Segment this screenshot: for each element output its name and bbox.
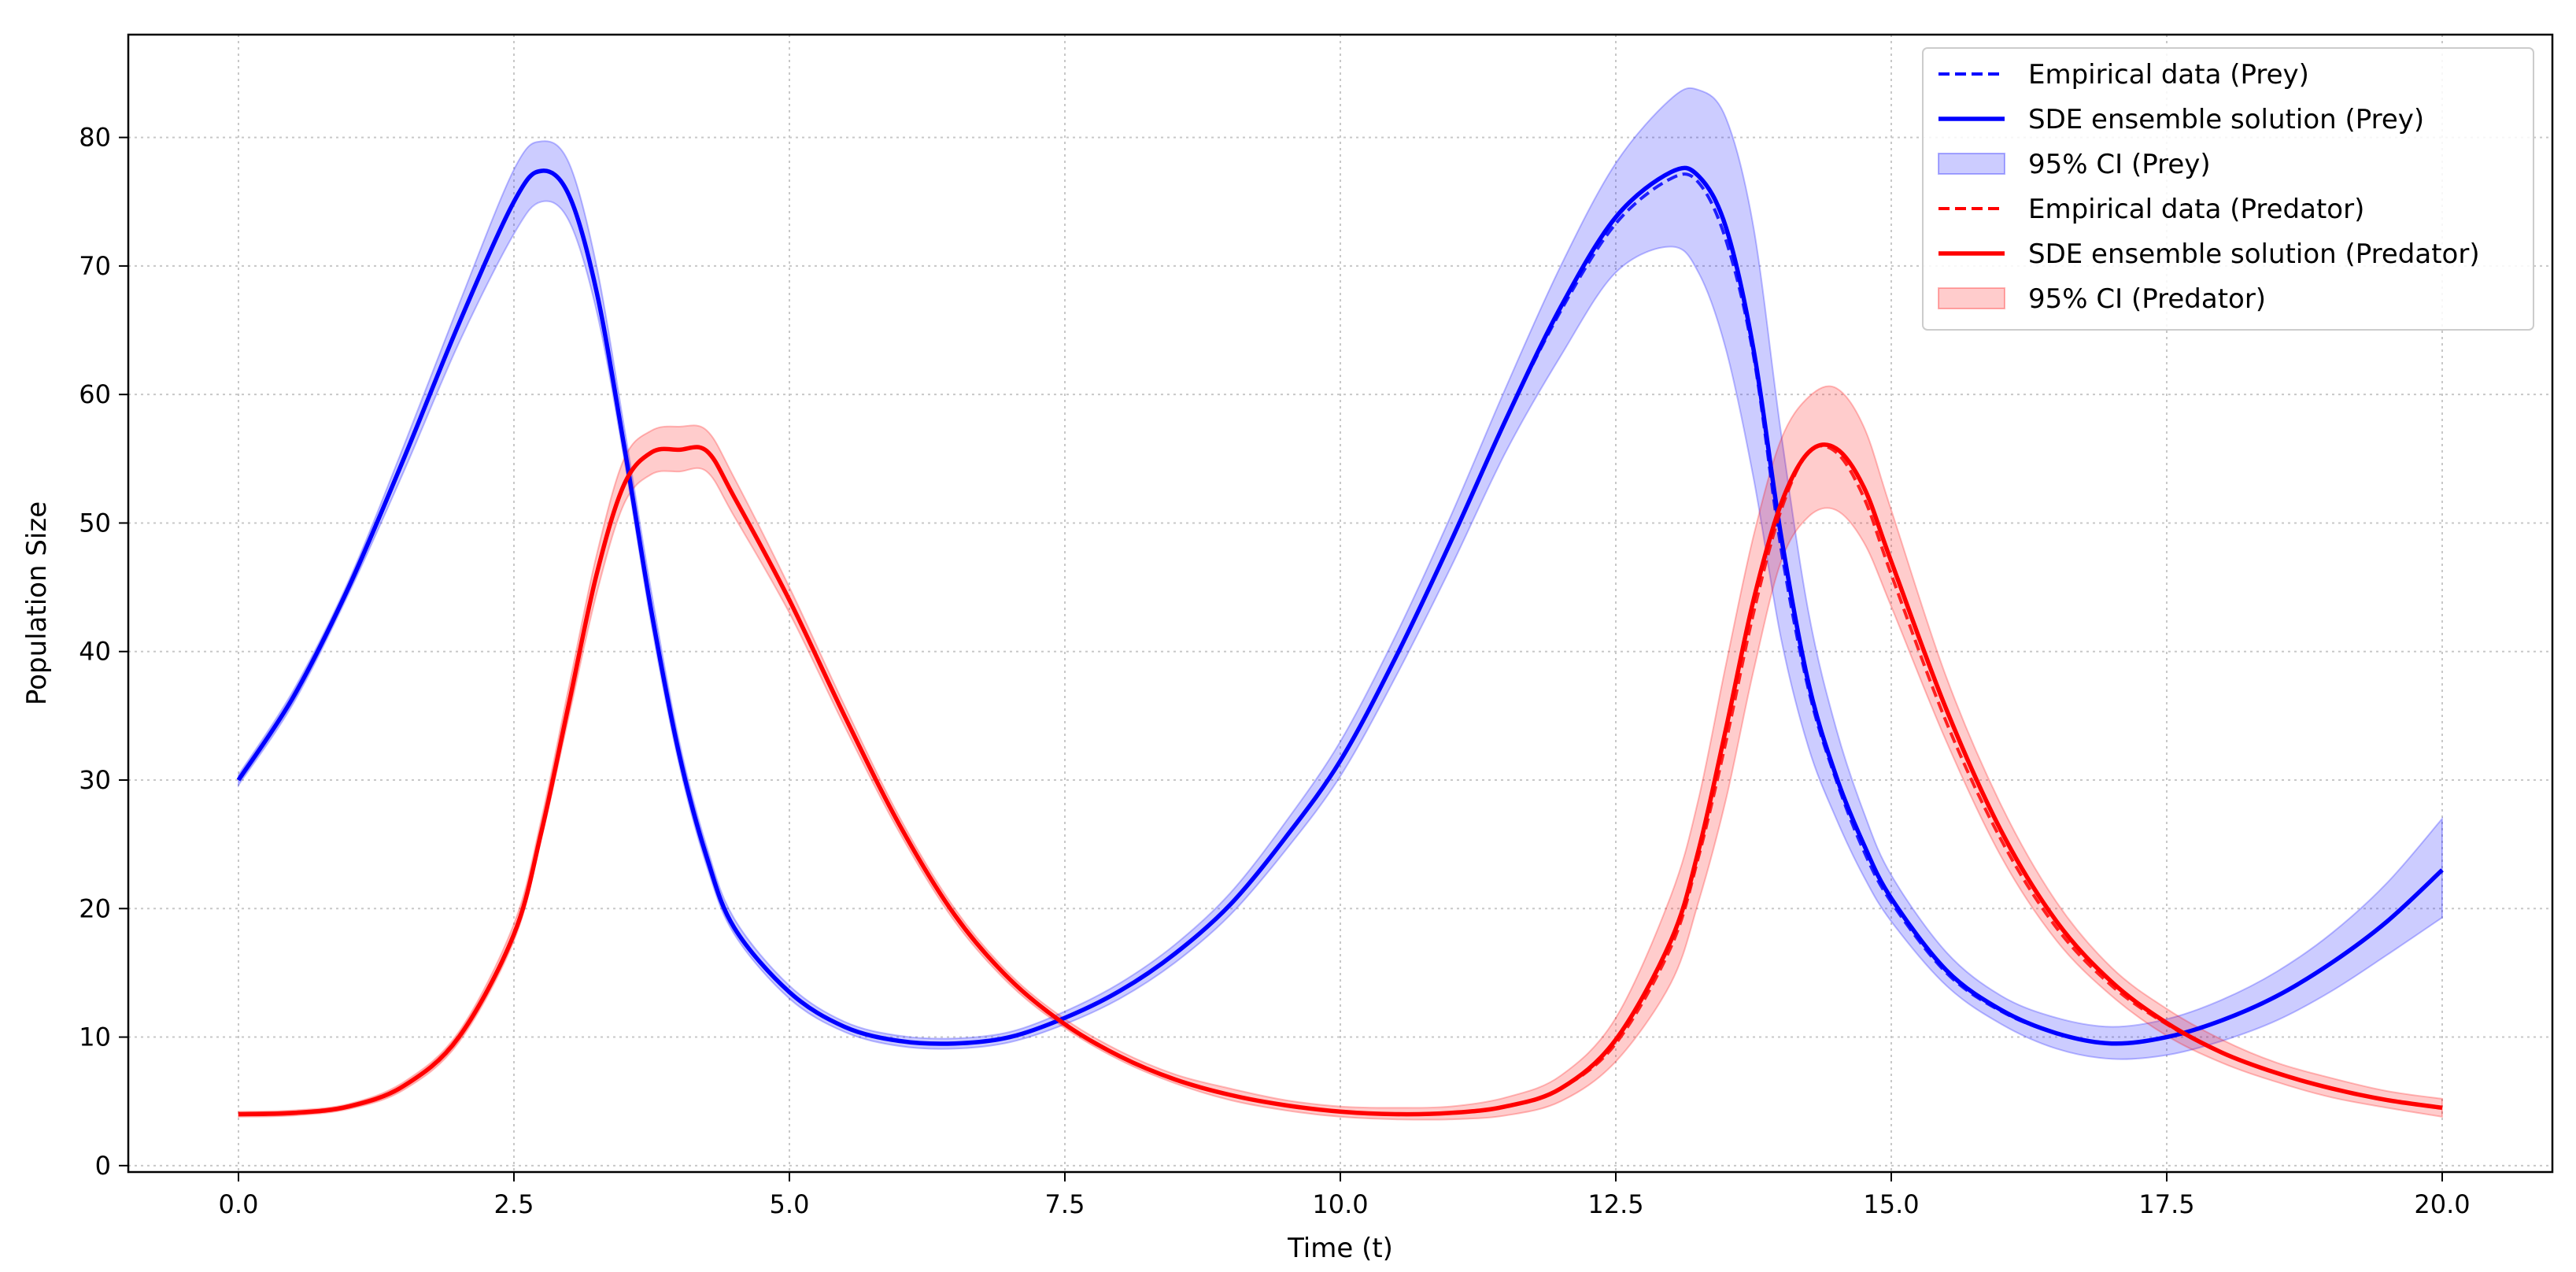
y-axis-label: Population Size — [21, 501, 53, 705]
legend-label: Empirical data (Predator) — [2028, 194, 2364, 225]
x-axis-label: Time (t) — [1287, 1233, 1393, 1264]
series-lines — [236, 165, 2444, 1117]
line-sde-ensemble-solution-prey — [236, 165, 2444, 1046]
y-tick-label: 80 — [79, 123, 111, 153]
x-tick-label: 5.0 — [770, 1189, 810, 1219]
band-95-ci-prey — [238, 87, 2443, 1060]
line-sde-ensemble-solution-predator — [238, 442, 2443, 1117]
x-tick-label: 17.5 — [2138, 1189, 2194, 1219]
legend-label: Empirical data (Prey) — [2028, 59, 2309, 91]
legend-box — [1922, 47, 2534, 331]
confidence-bands — [238, 87, 2443, 1121]
x-tick-label: 10.0 — [1312, 1189, 1368, 1219]
y-tick-label: 0 — [95, 1151, 111, 1181]
x-tick-label: 2.5 — [494, 1189, 534, 1219]
y-tick-label: 40 — [79, 637, 111, 667]
legend-swatch-band — [1938, 153, 2005, 175]
y-tick-label: 70 — [79, 251, 111, 281]
y-tick-label: 50 — [79, 508, 111, 538]
y-tick-label: 10 — [79, 1022, 111, 1052]
y-tick-label: 60 — [79, 379, 111, 409]
y-tick-label: 20 — [79, 893, 111, 923]
x-tick-label: 12.5 — [1587, 1189, 1643, 1219]
band-95-ci-predator — [238, 385, 2443, 1121]
legend-label: 95% CI (Predator) — [2028, 283, 2266, 315]
y-tick-label: 30 — [79, 765, 111, 795]
legend: Empirical data (Prey) SDE ensemble soluti… — [1922, 47, 2534, 331]
x-tick-label: 7.5 — [1045, 1189, 1085, 1219]
legend-label: SDE ensemble solution (Prey) — [2028, 104, 2424, 135]
legend-swatch-band — [1938, 287, 2005, 309]
legend-label: SDE ensemble solution (Predator) — [2028, 238, 2480, 270]
x-tick-label: 20.0 — [2414, 1189, 2470, 1219]
x-tick-label: 15.0 — [1863, 1189, 1919, 1219]
x-tick-label: 0.0 — [219, 1189, 259, 1219]
legend-label: 95% CI (Prey) — [2028, 149, 2211, 180]
axis-ticks: 0.0 2.5 5.0 7.5 10.0 12.5 15.0 17.5 20.0 0 10 20 30 4… — [79, 123, 2470, 1219]
